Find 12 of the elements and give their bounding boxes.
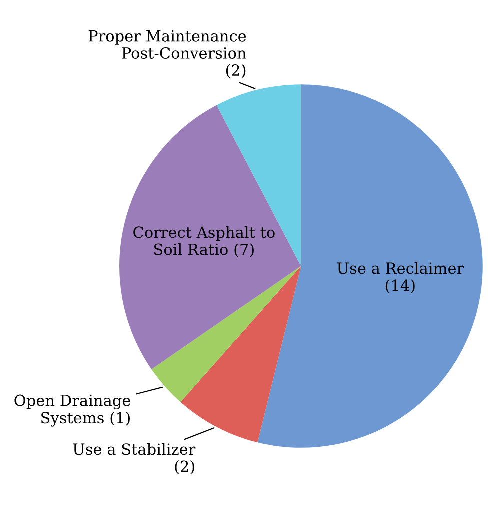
slice-label: Proper Maintenance Post-Conversion xyxy=(88,30,246,59)
pie-slice xyxy=(258,84,483,448)
pie-slice xyxy=(120,105,302,370)
slice-label: Open Drainage Systems (1) xyxy=(14,394,130,427)
pie-slice xyxy=(180,266,302,443)
data-label: (14) xyxy=(386,279,415,294)
slice-label: Use a Stabilizer xyxy=(73,443,196,456)
pie-slice xyxy=(152,266,302,402)
data-label: (2) xyxy=(175,460,194,474)
slice-label: Correct Asphalt to Soil Ratio (7) xyxy=(134,226,275,258)
slice-label: Use a Reclaimer xyxy=(337,262,464,274)
data-label: (2) xyxy=(226,64,246,78)
